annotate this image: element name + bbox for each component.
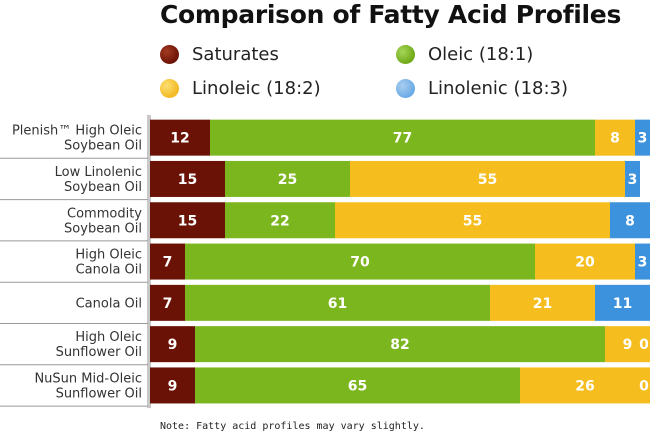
legend-item-linoleic: Linoleic (18:2) bbox=[160, 78, 321, 99]
saturates-swatch bbox=[160, 45, 179, 64]
data-label: 12 bbox=[170, 131, 189, 147]
bar-segment bbox=[605, 326, 650, 363]
bar-segment bbox=[150, 119, 210, 156]
data-label: 0 bbox=[639, 337, 649, 353]
category-label: Soybean Oil bbox=[64, 139, 142, 154]
bar-segment bbox=[225, 160, 350, 197]
data-label: 7 bbox=[163, 255, 173, 271]
bar-segment bbox=[520, 367, 650, 404]
bar-segment bbox=[595, 119, 635, 156]
legend-item-linolenic: Linolenic (18:3) bbox=[396, 78, 568, 99]
category-label: Low Linolenic bbox=[55, 165, 142, 180]
bar-segment bbox=[335, 202, 610, 239]
data-label: 82 bbox=[390, 337, 409, 353]
bar-segment bbox=[595, 284, 650, 321]
data-label: 55 bbox=[478, 172, 497, 188]
data-label: 8 bbox=[610, 131, 620, 147]
bar-segment bbox=[150, 367, 195, 404]
bar-segment bbox=[610, 202, 650, 239]
bar-segment bbox=[150, 243, 185, 280]
data-label: 9 bbox=[623, 337, 633, 353]
category-label: High Oleic bbox=[75, 248, 142, 263]
footnote: Note: Fatty acid profiles may vary sligh… bbox=[160, 421, 425, 432]
category-label: Canola Oil bbox=[76, 296, 142, 311]
bar-segment bbox=[625, 160, 640, 197]
data-label: 11 bbox=[613, 296, 632, 312]
data-label: 15 bbox=[178, 172, 197, 188]
category-label: NuSun Mid-Oleic bbox=[34, 371, 142, 386]
data-label: 20 bbox=[575, 255, 595, 271]
legend-label: Oleic (18:1) bbox=[428, 44, 534, 65]
data-label: 9 bbox=[168, 378, 178, 394]
bar-segment bbox=[225, 202, 335, 239]
category-label: High Oleic bbox=[75, 330, 142, 345]
linolenic-swatch bbox=[396, 79, 415, 98]
bar-segment bbox=[150, 284, 185, 321]
data-label: 7 bbox=[163, 296, 173, 312]
legend-label: Linolenic (18:3) bbox=[428, 78, 569, 99]
legend-item-saturates: Saturates bbox=[160, 44, 279, 65]
legend-item-oleic: Oleic (18:1) bbox=[396, 44, 533, 65]
category-label: Sunflower Oil bbox=[56, 345, 142, 360]
data-label: 15 bbox=[178, 213, 197, 229]
legend-label: Saturates bbox=[192, 44, 279, 65]
legend: Saturates Oleic (18:1) Linoleic (18:2) L… bbox=[160, 44, 640, 104]
bar-segment bbox=[195, 367, 520, 404]
data-label: 8 bbox=[625, 213, 635, 229]
bar-segment bbox=[150, 160, 225, 197]
linoleic-swatch bbox=[160, 79, 179, 98]
category-label: Canola Oil bbox=[76, 263, 142, 278]
bar-segment bbox=[635, 119, 650, 156]
legend-label: Linoleic (18:2) bbox=[192, 78, 321, 99]
data-label: 26 bbox=[575, 378, 594, 394]
category-label: Sunflower Oil bbox=[56, 386, 142, 401]
bar-segment bbox=[635, 243, 650, 280]
data-label: 61 bbox=[328, 296, 347, 312]
bar-segment bbox=[350, 160, 625, 197]
oleic-swatch bbox=[396, 45, 415, 64]
bar-segment bbox=[150, 326, 195, 363]
data-label: 22 bbox=[270, 213, 289, 229]
chart-title: Comparison of Fatty Acid Profiles bbox=[160, 0, 622, 29]
data-label: 21 bbox=[533, 296, 552, 312]
data-label: 77 bbox=[393, 131, 412, 147]
data-label: 9 bbox=[168, 337, 178, 353]
category-label: Soybean Oil bbox=[64, 180, 142, 195]
category-label: Soybean Oil bbox=[64, 221, 142, 236]
data-label: 3 bbox=[628, 172, 638, 188]
data-label: 65 bbox=[348, 378, 367, 394]
bar-segment bbox=[210, 119, 595, 156]
data-label: 0 bbox=[639, 378, 649, 394]
bar-segment bbox=[185, 284, 490, 321]
category-label: Plenish™ High Oleic bbox=[12, 124, 142, 139]
bar-segment bbox=[195, 326, 605, 363]
data-label: 3 bbox=[638, 255, 648, 271]
data-label: 25 bbox=[278, 172, 297, 188]
bar-segment bbox=[185, 243, 535, 280]
bar-segment bbox=[150, 202, 225, 239]
bar-segment bbox=[535, 243, 635, 280]
data-label: 70 bbox=[350, 255, 370, 271]
data-label: 3 bbox=[638, 131, 648, 147]
bar-segment bbox=[490, 284, 595, 321]
category-label: Commodity bbox=[67, 206, 142, 221]
data-label: 55 bbox=[463, 213, 482, 229]
